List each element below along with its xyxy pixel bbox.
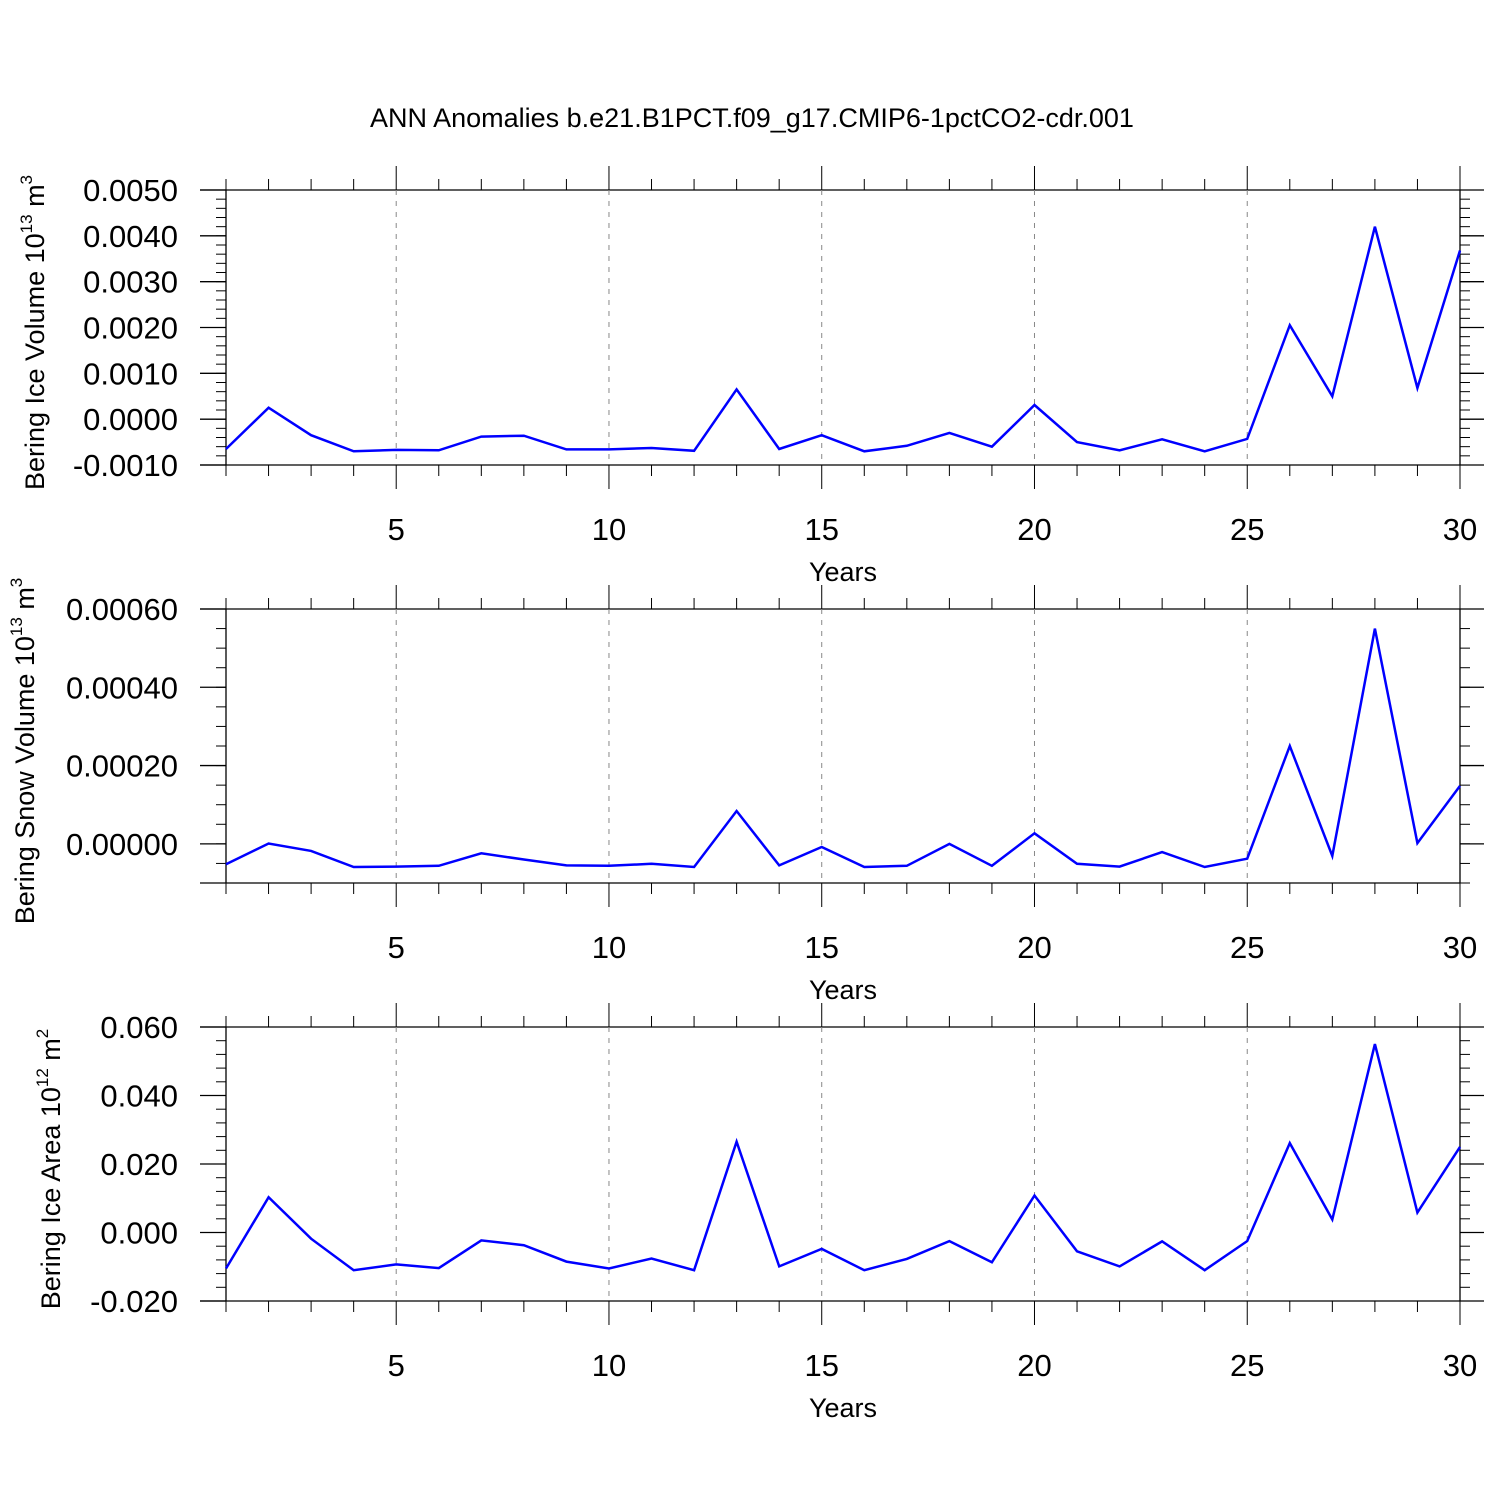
y-tick-label: 0.00060 (66, 592, 178, 627)
y-tick-label: -0.020 (90, 1284, 178, 1319)
series-line (225, 226, 1462, 453)
x-tick-label: 15 (804, 1348, 838, 1383)
x-tick-label: 30 (1443, 930, 1477, 965)
x-tick-label: 25 (1230, 1348, 1264, 1383)
x-tick-label: 20 (1017, 930, 1051, 965)
x-axis-title: Years (809, 557, 877, 587)
x-tick-label: 10 (592, 1348, 626, 1383)
y-tick-label: 0.0000 (83, 402, 178, 437)
x-tick-label: 5 (388, 930, 405, 965)
y-axis-title: Bering Ice Area 1012 m2 (33, 1029, 66, 1310)
chart-title: ANN Anomalies b.e21.B1PCT.f09_g17.CMIP6-… (370, 103, 1134, 133)
x-axis-title: Years (809, 1393, 877, 1423)
x-tick-label: 25 (1230, 512, 1264, 547)
x-tick-label: 15 (804, 512, 838, 547)
x-tick-label: 5 (388, 1348, 405, 1383)
y-tick-label: 0.0010 (83, 356, 178, 391)
y-tick-label: 0.0050 (83, 173, 178, 208)
y-tick-label: 0.00040 (66, 670, 178, 705)
x-tick-label: 30 (1443, 512, 1477, 547)
y-tick-label: 0.0030 (83, 265, 178, 300)
chart-panel-2: 5 10 15 20 25 30 Years 0.00000 0.00020 0.00040 0.0… (7, 578, 1484, 1005)
chart-panel-1: 5 10 15 20 25 30 Years -0.0010 0.0000 0.0010 0.002… (17, 166, 1484, 587)
y-axis-title: Bering Snow Volume 1013 m3 (7, 578, 40, 925)
y-tick-label: 0.00020 (66, 749, 178, 784)
x-tick-label: 15 (804, 930, 838, 965)
y-tick-label: 0.000 (100, 1216, 178, 1251)
series-line (224, 1043, 1462, 1272)
x-tick-label: 10 (592, 512, 626, 547)
y-tick-label: 0.0020 (83, 311, 178, 346)
y-tick-label: 0.0040 (83, 219, 178, 254)
x-tick-label: 5 (388, 512, 405, 547)
y-tick-label: 0.00000 (66, 827, 178, 862)
x-tick-label: 20 (1017, 512, 1051, 547)
x-axis-title: Years (809, 975, 877, 1005)
x-tick-label: 20 (1017, 1348, 1051, 1383)
chart-panels: 5 10 15 20 25 30 Years -0.0010 0.0000 0.0010 0.002… (7, 166, 1484, 1423)
y-tick-label: 0.020 (100, 1147, 178, 1182)
x-tick-label: 30 (1443, 1348, 1477, 1383)
y-axis-title: Bering Ice Volume 1013 m3 (17, 175, 50, 490)
y-tick-label: 0.040 (100, 1079, 178, 1114)
x-tick-label: 25 (1230, 930, 1264, 965)
y-tick-label: -0.0010 (73, 448, 178, 483)
x-tick-label: 10 (592, 930, 626, 965)
chart-panel-3: 5 10 15 20 25 30 Years -0.020 0.000 0.020 0.040 0.0… (33, 1003, 1484, 1423)
y-tick-label: 0.060 (100, 1010, 178, 1045)
series-line (225, 628, 1462, 869)
